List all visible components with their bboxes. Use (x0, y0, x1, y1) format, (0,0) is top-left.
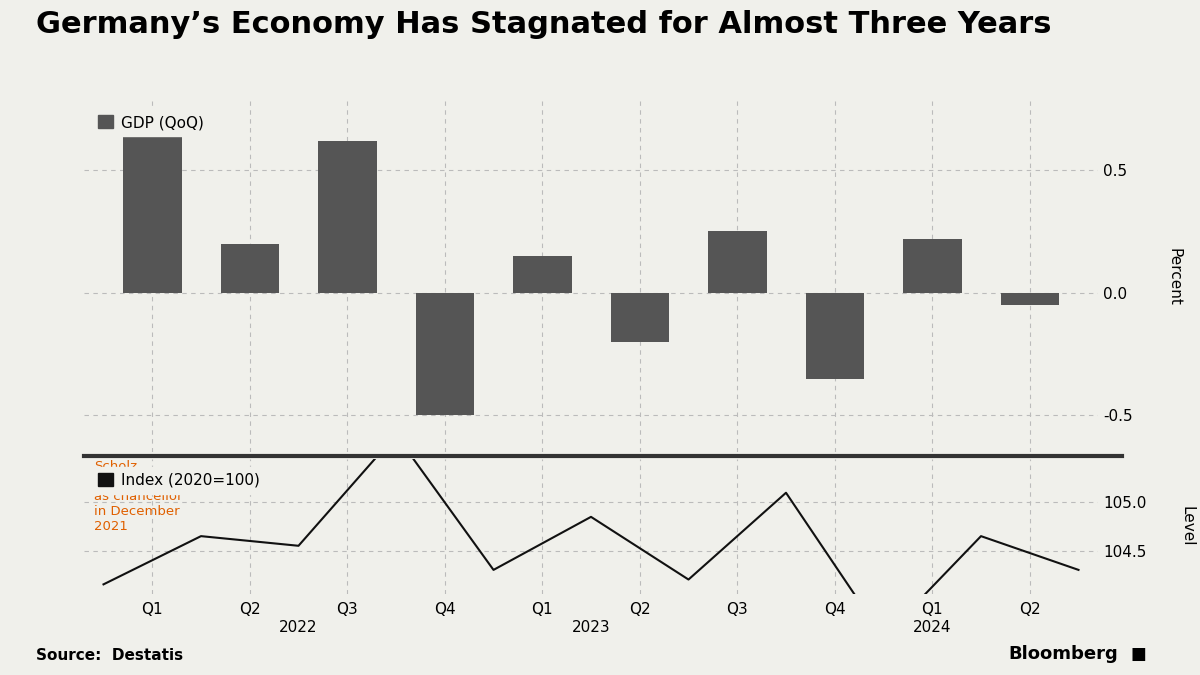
Bar (708, 232, 767, 293)
Bar (1001, 293, 1060, 305)
Bar (904, 239, 961, 293)
Text: Source:  Destatis: Source: Destatis (36, 648, 184, 663)
Bar (805, 293, 864, 379)
Text: Scholz
sworn in
as chancellor
in December
2021: Scholz sworn in as chancellor in Decembe… (94, 460, 182, 533)
Text: Q1: Q1 (922, 602, 943, 617)
Text: Q2: Q2 (239, 602, 260, 617)
Text: ■: ■ (1130, 645, 1146, 663)
Text: Q3: Q3 (336, 602, 358, 617)
Legend: Index (2020=100): Index (2020=100) (91, 466, 265, 494)
Text: Q3: Q3 (726, 602, 748, 617)
Bar (318, 140, 377, 293)
Text: 2022: 2022 (280, 620, 318, 634)
Bar (611, 293, 670, 342)
Y-axis label: Level: Level (1180, 506, 1195, 547)
Text: Germany’s Economy Has Stagnated for Almost Three Years: Germany’s Economy Has Stagnated for Almo… (36, 10, 1051, 39)
Text: Q4: Q4 (434, 602, 456, 617)
Bar (124, 133, 181, 293)
Text: 2024: 2024 (913, 620, 952, 634)
Text: Q2: Q2 (1019, 602, 1040, 617)
Text: Q2: Q2 (629, 602, 650, 617)
Text: Q4: Q4 (824, 602, 846, 617)
Text: Bloomberg: Bloomberg (1009, 645, 1118, 663)
Legend: GDP (QoQ): GDP (QoQ) (91, 109, 210, 136)
Y-axis label: Percent: Percent (1166, 248, 1181, 306)
Text: 2023: 2023 (571, 620, 611, 634)
Bar (415, 293, 474, 415)
Text: Q1: Q1 (532, 602, 553, 617)
Bar (221, 244, 278, 293)
Text: Q1: Q1 (142, 602, 163, 617)
Bar (514, 256, 571, 293)
